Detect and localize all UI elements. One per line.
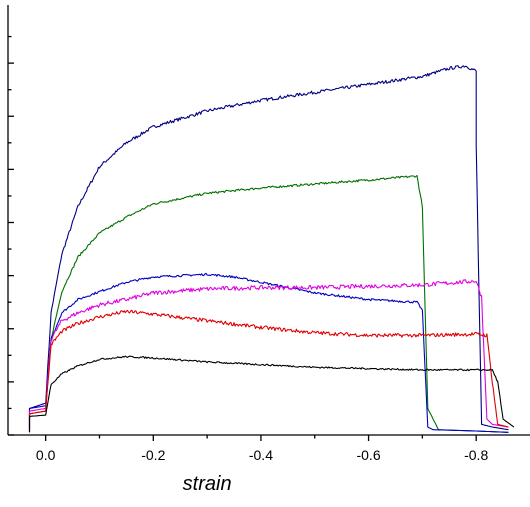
x-tick-label: -0.6 [356, 447, 380, 463]
x-tick-label: -0.8 [464, 447, 488, 463]
series-line-5 [28, 309, 509, 433]
series-line-2 [28, 174, 509, 433]
series-line-4 [28, 279, 509, 430]
tick-labels-layer: 0.0 -0.2 -0.4 -0.6 -0.8 [36, 447, 489, 463]
x-tick-label: 0.0 [36, 447, 56, 463]
series-line-3 [28, 272, 509, 433]
series-layer [28, 65, 515, 433]
x-axis-title: strain [183, 473, 232, 495]
x-tick-label: -0.4 [249, 447, 273, 463]
series-line-6 [28, 355, 515, 433]
series-line-1 [28, 65, 509, 431]
x-tick-label: -0.2 [141, 447, 165, 463]
ticks-layer [8, 35, 477, 441]
